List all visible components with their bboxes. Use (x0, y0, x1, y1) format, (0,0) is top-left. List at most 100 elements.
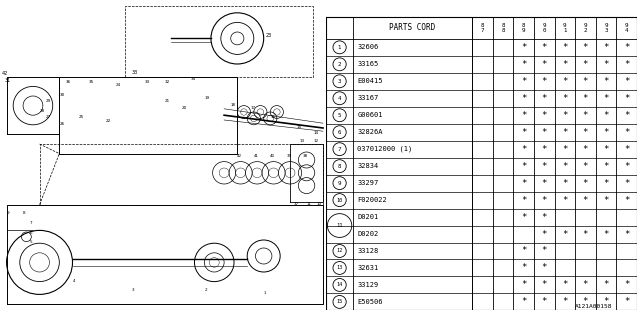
Text: 14: 14 (337, 283, 342, 287)
Text: 16: 16 (270, 116, 275, 119)
Text: 31: 31 (5, 77, 11, 83)
Text: *: * (521, 60, 526, 69)
Text: *: * (582, 43, 588, 52)
Text: *: * (624, 196, 629, 204)
Text: 36: 36 (66, 80, 71, 84)
Text: 13: 13 (300, 140, 305, 143)
Text: 12: 12 (313, 140, 318, 143)
Text: *: * (521, 196, 526, 204)
Text: *: * (604, 43, 609, 52)
Text: 24: 24 (115, 84, 120, 87)
Text: 8
9: 8 9 (522, 23, 525, 33)
Text: *: * (604, 196, 609, 204)
Text: 33297: 33297 (357, 180, 379, 186)
Text: *: * (624, 179, 629, 188)
Text: 10: 10 (337, 197, 342, 203)
Text: D0201: D0201 (357, 214, 379, 220)
Text: 42: 42 (237, 154, 243, 158)
Text: 13: 13 (337, 266, 342, 270)
Text: *: * (562, 179, 568, 188)
Text: *: * (582, 94, 588, 103)
Text: 10: 10 (316, 202, 321, 206)
Text: 40: 40 (270, 154, 275, 158)
Text: 33: 33 (145, 80, 150, 84)
Text: *: * (582, 77, 588, 86)
Text: 8
8: 8 8 (501, 23, 505, 33)
Text: 7: 7 (29, 221, 32, 225)
Text: *: * (541, 297, 547, 307)
Text: 037012000 (1): 037012000 (1) (357, 146, 413, 152)
Text: 9
2: 9 2 (584, 23, 587, 33)
Text: *: * (624, 229, 629, 238)
Text: 30: 30 (60, 93, 65, 97)
Text: *: * (624, 94, 629, 103)
Text: *: * (604, 179, 609, 188)
Text: *: * (562, 77, 568, 86)
Text: 32606: 32606 (357, 44, 379, 50)
Text: *: * (624, 145, 629, 154)
Text: 11: 11 (337, 223, 343, 228)
Text: *: * (624, 60, 629, 69)
Text: *: * (582, 297, 588, 307)
Text: *: * (562, 128, 568, 137)
Text: *: * (562, 297, 568, 307)
Text: *: * (582, 179, 588, 188)
Text: *: * (541, 77, 547, 86)
Text: *: * (582, 196, 588, 204)
Text: *: * (562, 196, 568, 204)
Text: *: * (624, 77, 629, 86)
Text: *: * (624, 128, 629, 137)
Text: *: * (582, 280, 588, 290)
Text: 11: 11 (307, 202, 312, 206)
Text: *: * (562, 162, 568, 171)
Text: *: * (541, 43, 547, 52)
Text: *: * (562, 229, 568, 238)
Text: *: * (521, 297, 526, 307)
Text: *: * (624, 111, 629, 120)
Text: 3: 3 (132, 288, 134, 292)
Text: F020022: F020022 (357, 197, 387, 203)
Text: *: * (521, 246, 526, 255)
Text: *: * (604, 60, 609, 69)
Text: 34: 34 (191, 77, 196, 81)
Text: *: * (562, 60, 568, 69)
Text: 14: 14 (313, 132, 318, 135)
Text: *: * (521, 212, 526, 221)
Text: 1: 1 (264, 292, 266, 295)
Text: 28: 28 (40, 109, 45, 113)
Text: 37: 37 (293, 202, 299, 206)
Text: 39: 39 (287, 154, 292, 158)
Text: 6: 6 (338, 130, 341, 135)
Text: 35: 35 (89, 80, 94, 84)
Text: *: * (541, 280, 547, 290)
Text: 12: 12 (337, 249, 342, 253)
Text: 6: 6 (29, 231, 32, 235)
Text: *: * (562, 94, 568, 103)
Text: *: * (541, 229, 547, 238)
Text: 33165: 33165 (357, 61, 379, 67)
Text: 2: 2 (204, 288, 207, 292)
Text: *: * (582, 162, 588, 171)
Text: *: * (541, 162, 547, 171)
Text: *: * (604, 145, 609, 154)
Text: 29: 29 (46, 100, 51, 103)
Text: 15: 15 (297, 125, 302, 129)
Text: *: * (624, 162, 629, 171)
Text: *: * (624, 43, 629, 52)
Text: 9: 9 (338, 180, 341, 186)
Text: *: * (541, 246, 547, 255)
Text: 23: 23 (266, 33, 271, 38)
Text: PARTS CORD: PARTS CORD (389, 23, 436, 32)
Text: *: * (582, 111, 588, 120)
Text: *: * (521, 128, 526, 137)
Text: 33128: 33128 (357, 248, 379, 254)
Text: 32834: 32834 (357, 163, 379, 169)
Text: 25: 25 (79, 116, 84, 119)
Text: 15: 15 (337, 300, 342, 304)
Text: *: * (604, 229, 609, 238)
Text: 1: 1 (338, 45, 341, 50)
Text: 9
1: 9 1 (563, 23, 566, 33)
Text: *: * (521, 94, 526, 103)
Text: 21: 21 (165, 100, 170, 103)
Text: *: * (582, 60, 588, 69)
